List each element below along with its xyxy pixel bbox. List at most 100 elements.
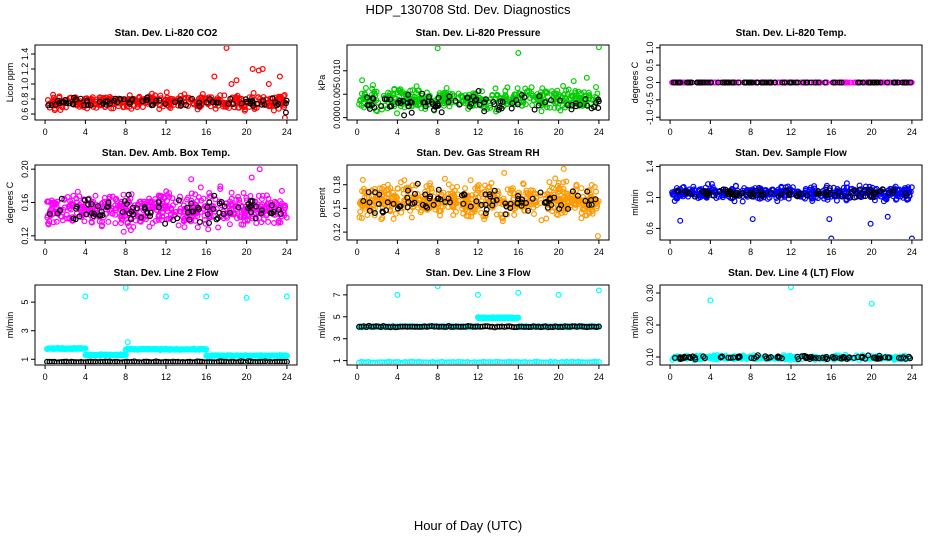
data-point-black (430, 201, 437, 208)
data-point-black (724, 191, 731, 198)
data-point (394, 185, 401, 192)
data-point (460, 97, 467, 104)
data-point (163, 188, 170, 195)
data-point (515, 314, 522, 321)
data-point-black (772, 79, 779, 86)
data-point (210, 203, 217, 210)
data-point-black (94, 203, 101, 210)
data-point-black (467, 203, 474, 210)
data-point (192, 191, 199, 198)
data-point-black (247, 98, 254, 105)
data-point (806, 79, 813, 86)
data-point-black (178, 99, 185, 106)
data-point (544, 93, 551, 100)
data-point (741, 185, 748, 192)
data-point-black (674, 187, 681, 194)
data-point (217, 186, 224, 193)
panel-title: Stan. Dev. Sample Flow (735, 148, 847, 159)
data-point (212, 196, 219, 203)
data-point-black (408, 109, 415, 116)
data-point-black (692, 356, 699, 363)
data-point-black (482, 210, 489, 217)
data-point-black (890, 187, 897, 194)
data-point-black (705, 189, 712, 196)
data-point (409, 182, 416, 189)
data-point-black (816, 190, 823, 197)
data-point (371, 212, 378, 219)
data-point (175, 222, 182, 229)
data-point-black (117, 95, 124, 102)
data-point-black (203, 99, 210, 106)
data-point (84, 105, 91, 112)
data-point (465, 213, 472, 220)
panel-4: Stan. Dev. Amb. Box Temp.0 4 8 12 16 20 240.12… (5, 148, 298, 257)
data-point (536, 192, 543, 199)
y-tick-label: 3 (20, 328, 30, 333)
data-point (359, 176, 366, 183)
x-tick-label: 0 (668, 372, 673, 382)
data-point (554, 87, 561, 94)
data-point-black (721, 79, 728, 86)
data-point-black (269, 210, 276, 217)
data-point-black (588, 201, 595, 208)
data-point (882, 195, 889, 202)
data-point-black (584, 188, 591, 195)
data-point-black (855, 187, 862, 194)
data-point (125, 223, 132, 230)
data-point-black (871, 189, 878, 196)
data-point-black (497, 98, 504, 105)
data-point (96, 218, 103, 225)
data-point-black (460, 191, 467, 198)
data-point (215, 224, 222, 231)
data-point (479, 88, 486, 95)
plot-frame (34, 44, 298, 121)
data-point (739, 198, 746, 205)
data-point-black (227, 209, 234, 216)
data-point-black (482, 96, 489, 103)
y-tick-label: 0.005 (332, 83, 342, 106)
y-tick-label: 1.0 (645, 191, 655, 204)
data-point-black (105, 199, 112, 206)
data-point-black (58, 195, 65, 202)
y-tick-label: 1.4 (645, 160, 655, 173)
data-point (238, 203, 245, 210)
data-point (233, 196, 240, 203)
outlier-point (908, 235, 915, 239)
data-point-black (66, 100, 73, 107)
data-point-black (445, 195, 452, 202)
data-point-black (476, 101, 483, 108)
data-point (179, 214, 186, 221)
outlier-point (867, 220, 874, 227)
data-point-black (531, 106, 538, 113)
data-point (454, 183, 461, 190)
data-point-black (376, 191, 383, 198)
data-point (538, 108, 545, 115)
data-point-black (396, 203, 403, 210)
data-point-black (762, 353, 769, 360)
data-point-black (275, 100, 282, 107)
data-point-black (73, 205, 80, 212)
data-point (194, 198, 201, 205)
data-point (263, 96, 270, 103)
data-point-black (102, 98, 109, 105)
data-point-black (456, 101, 463, 108)
data-point (115, 103, 122, 110)
data-point (265, 218, 272, 225)
data-point (530, 211, 537, 218)
outlier-point (281, 114, 288, 119)
data-point (147, 199, 154, 206)
y-tick-label: 1.0 (20, 78, 30, 91)
data-point (445, 181, 452, 188)
data-point (521, 207, 528, 214)
data-point-black (210, 206, 217, 213)
data-point (170, 202, 177, 209)
x-tick-label: 12 (786, 127, 796, 137)
data-point-black (679, 355, 686, 362)
data-point-black (401, 112, 408, 119)
points (44, 166, 290, 235)
x-tick-label: 24 (282, 127, 292, 137)
data-point (467, 177, 474, 184)
x-tick-label: 4 (395, 247, 400, 257)
data-point-black (126, 210, 133, 217)
